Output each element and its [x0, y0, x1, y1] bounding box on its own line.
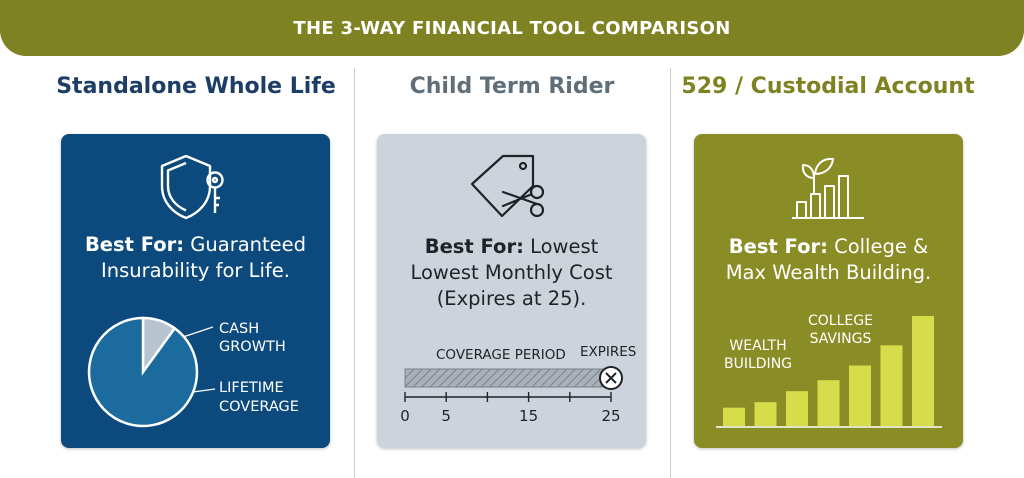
timeline-tick-label: 15: [519, 407, 538, 425]
card-whole-life: Best For: Guaranteed Insurability for Li…: [61, 134, 330, 448]
card-term-rider: 0 5 15 25 Best For: Lowest Lowest Monthly C…: [377, 134, 646, 448]
best-for-text: Best For: Guaranteed Insurability for Li…: [84, 233, 307, 282]
growth-bar-chart: [716, 316, 942, 428]
pie-label-lifetime-coverage: LIFETIME COVERAGE: [219, 380, 299, 415]
plant-growth-chart-icon: [792, 157, 864, 219]
growth-bar: [786, 391, 808, 426]
card-whole-life-graphics: [87, 154, 224, 428]
growth-bar: [849, 365, 871, 426]
column-divider: [670, 68, 671, 478]
column-title-whole-life: Standalone Whole Life: [56, 74, 336, 99]
timeline-tick-label: 0: [400, 407, 410, 425]
timeline-label-coverage: COVERAGE PERIOD: [436, 347, 566, 363]
timeline-tick-label: 25: [601, 407, 620, 425]
price-tag-scissors-icon: [470, 154, 545, 218]
card-term-rider-graphics: 0 5 15 25: [400, 154, 623, 425]
timeline-tick-label: 5: [441, 407, 451, 425]
pie-leader-cash: [182, 326, 214, 338]
pie-leader-coverage: [192, 388, 216, 393]
card-529-graphics: [716, 157, 942, 428]
pie-label-cash-growth: CASH GROWTH: [219, 321, 286, 355]
coverage-period-bar: [404, 368, 612, 388]
pie-chart: [87, 316, 199, 428]
bar-label-wealth-building: WEALTH BUILDING: [724, 338, 793, 372]
growth-bar: [754, 402, 777, 426]
card-529: Best For: College & Max Wealth Building.…: [694, 134, 963, 448]
best-for-text: Best For: College & Max Wealth Building.: [725, 235, 932, 284]
banner-title: THE 3-WAY FINANCIAL TOOL COMPARISON: [293, 17, 731, 39]
column-title-529: 529 / Custodial Account: [681, 74, 975, 99]
bar-label-college-savings: COLLEGE SAVINGS: [808, 313, 873, 347]
header-banner: THE 3-WAY FINANCIAL TOOL COMPARISON: [0, 0, 1024, 56]
timeline-label-expires: EXPIRES: [580, 344, 637, 360]
best-for-text: Best For: Lowest Lowest Monthly Cost (Ex…: [410, 235, 613, 310]
growth-bar: [912, 316, 934, 426]
growth-bar: [880, 345, 903, 426]
coverage-timeline: 0 5 15 25: [400, 366, 623, 425]
column-title-term-rider: Child Term Rider: [409, 74, 615, 99]
growth-bar: [723, 407, 745, 426]
column-divider: [354, 68, 355, 478]
expires-x-mark: [605, 372, 617, 384]
pie-slice: [87, 316, 199, 428]
shield-key-icon: [160, 154, 224, 220]
growth-bar: [817, 380, 840, 426]
